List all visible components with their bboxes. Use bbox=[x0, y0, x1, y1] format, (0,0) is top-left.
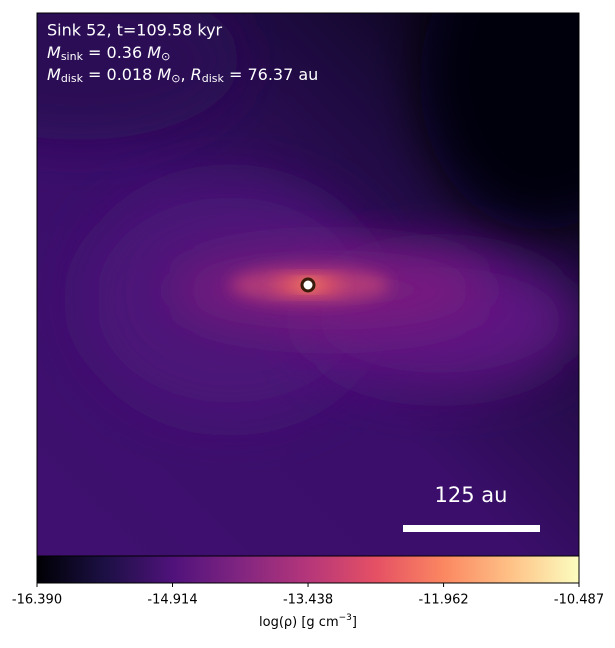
colorbar bbox=[36, 555, 580, 584]
scale-bar-label: 125 au bbox=[435, 483, 508, 507]
title: Sink 52, t=109.58 kyr bbox=[47, 21, 223, 40]
mass-label: Msink = 0.36 M⊙ bbox=[47, 43, 170, 64]
colorbar-tick-label: -13.438 bbox=[283, 593, 333, 608]
sink-marker bbox=[300, 277, 316, 293]
disk-label: Mdisk = 0.018 M⊙, Rdisk = 76.37 au bbox=[47, 65, 318, 86]
colorbar-label: log(ρ) [g cm−3] bbox=[259, 613, 357, 630]
colorbar-tick-label: -16.390 bbox=[12, 593, 62, 608]
colorbar-tick-label: -10.487 bbox=[554, 593, 604, 608]
scale-bar bbox=[403, 525, 540, 532]
colorbar-tick-label: -14.914 bbox=[147, 593, 197, 608]
density-field bbox=[37, 13, 579, 556]
colorbar-tick-label: -11.962 bbox=[418, 593, 468, 608]
